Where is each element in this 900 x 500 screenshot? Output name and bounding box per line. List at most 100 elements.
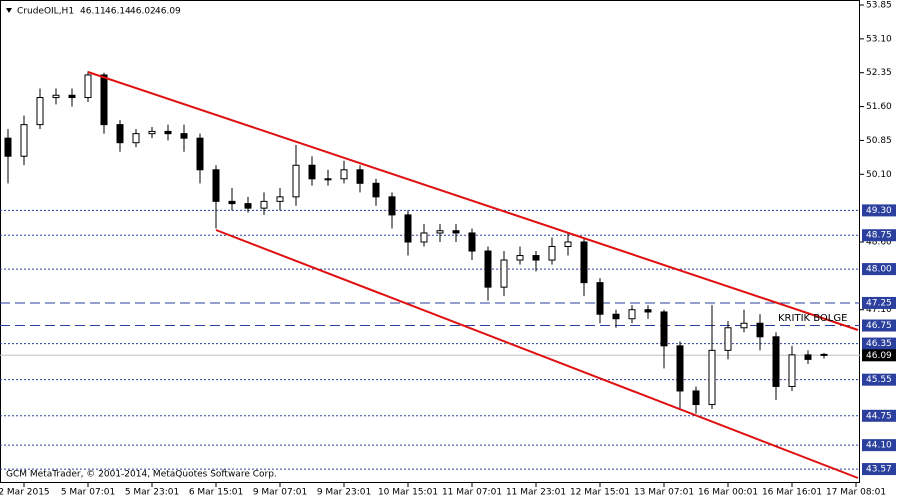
level-label-box xyxy=(862,463,896,476)
x-tick-label: 13 Mar 07:01 xyxy=(634,488,694,498)
levels xyxy=(0,209,860,470)
candle-body xyxy=(100,74,108,126)
level-label-box xyxy=(862,204,896,217)
candle-body xyxy=(484,250,492,288)
candle-body xyxy=(516,255,524,261)
candle-body xyxy=(84,74,92,99)
candle-body xyxy=(708,349,716,406)
level-label: 44.10 xyxy=(866,441,892,451)
candle-body xyxy=(372,182,380,198)
x-tick-label: 11 Mar 23:01 xyxy=(506,488,566,498)
x-tick-label: 9 Mar 07:01 xyxy=(253,488,307,498)
symbol: CrudeOIL,H1 xyxy=(17,7,74,17)
x-tick-label: 5 Mar 07:01 xyxy=(61,488,115,498)
candle-body xyxy=(532,255,540,261)
candle-body xyxy=(692,390,700,406)
level-label: 49.30 xyxy=(866,206,892,216)
quote-close: 46.09 xyxy=(155,7,181,17)
level-label-box xyxy=(862,439,896,452)
x-tick-label: 17 Mar 08:01 xyxy=(826,488,886,498)
annotation: KRITIK BOLGE xyxy=(778,313,847,324)
level-label-box xyxy=(862,229,896,242)
candle-body xyxy=(260,200,268,209)
candle-body xyxy=(180,133,188,139)
candle-body xyxy=(244,203,252,209)
current-price-box xyxy=(862,349,896,362)
candle-body xyxy=(356,169,364,184)
x-tick-label: 9 Mar 23:01 xyxy=(317,488,371,498)
y-tick-label: 48.60 xyxy=(866,238,892,248)
candle-body xyxy=(36,97,44,126)
y-tick-label: 50.10 xyxy=(866,170,892,180)
candle-body xyxy=(612,313,620,320)
candle-body xyxy=(660,311,668,347)
candle-body xyxy=(596,282,604,315)
candle-body xyxy=(68,94,76,99)
candles xyxy=(4,71,828,414)
y-tick-label: 47.10 xyxy=(866,305,892,315)
candle-body xyxy=(644,309,652,313)
level-label-box xyxy=(862,337,896,350)
level-label: 46.75 xyxy=(866,321,892,331)
quote-low: 46.02 xyxy=(130,7,156,17)
x-tick-label: 11 Mar 07:01 xyxy=(442,488,502,498)
y-tick-label: 53.85 xyxy=(866,1,892,11)
candle-body xyxy=(20,124,28,157)
candle-body xyxy=(196,137,204,171)
y-tick-label: 52.35 xyxy=(866,68,892,78)
candle-body xyxy=(772,336,780,387)
candle-body xyxy=(148,130,156,135)
y-tick-label: 51.60 xyxy=(866,102,892,112)
candle-body xyxy=(452,230,460,234)
level-label-box xyxy=(862,319,896,332)
candle-body xyxy=(548,246,556,261)
candle-body xyxy=(4,137,12,157)
candle-body xyxy=(628,309,636,320)
x-tick-label: 10 Mar 15:01 xyxy=(378,488,438,498)
candle-body xyxy=(580,241,588,284)
candle-body xyxy=(388,196,396,216)
level-label: 45.55 xyxy=(866,375,892,385)
x-tick-label: 5 Mar 23:01 xyxy=(125,488,179,498)
candle-body xyxy=(228,200,236,205)
candle-body xyxy=(116,124,124,144)
y-tick-label: 50.85 xyxy=(866,136,892,146)
plot-frame xyxy=(0,0,860,483)
x-tick-label: 16 Mar 00:01 xyxy=(698,488,758,498)
level-label: 46.35 xyxy=(866,339,892,349)
level-label: 44.75 xyxy=(866,411,892,421)
candle-body xyxy=(676,345,684,392)
level-label: 48.00 xyxy=(866,265,892,275)
candle-body xyxy=(52,94,60,99)
level-label-box xyxy=(862,409,896,422)
y-tick-label: 53.10 xyxy=(866,34,892,44)
channel-upper xyxy=(87,71,859,331)
candle-body xyxy=(756,322,764,338)
candle-body xyxy=(724,327,732,351)
candle-body xyxy=(468,232,476,252)
candle-body xyxy=(324,178,332,181)
current-price-label: 46.09 xyxy=(866,351,892,361)
candle-body xyxy=(420,232,428,243)
candle-body xyxy=(340,169,348,180)
candle-body xyxy=(500,259,508,288)
candle-body xyxy=(740,322,748,329)
candle-body xyxy=(804,354,812,360)
quote-high: 46.14 xyxy=(105,7,131,17)
level-label-box xyxy=(862,296,896,309)
x-tick-label: 2 Mar 2015 xyxy=(0,488,50,498)
candle-body xyxy=(820,353,828,356)
candle-body xyxy=(436,230,444,234)
candle-body xyxy=(212,169,220,202)
footer: GCM MetaTrader, © 2001-2014, MetaQuotes … xyxy=(6,470,277,480)
level-label: 48.75 xyxy=(866,231,892,241)
candle-body xyxy=(132,133,140,144)
candle-body xyxy=(308,164,316,180)
menu-arrow xyxy=(6,8,12,13)
candle-body xyxy=(276,196,284,202)
level-label-box xyxy=(862,373,896,386)
channel-lower xyxy=(215,229,859,479)
candle-body xyxy=(164,130,172,135)
candle-body xyxy=(564,241,572,248)
